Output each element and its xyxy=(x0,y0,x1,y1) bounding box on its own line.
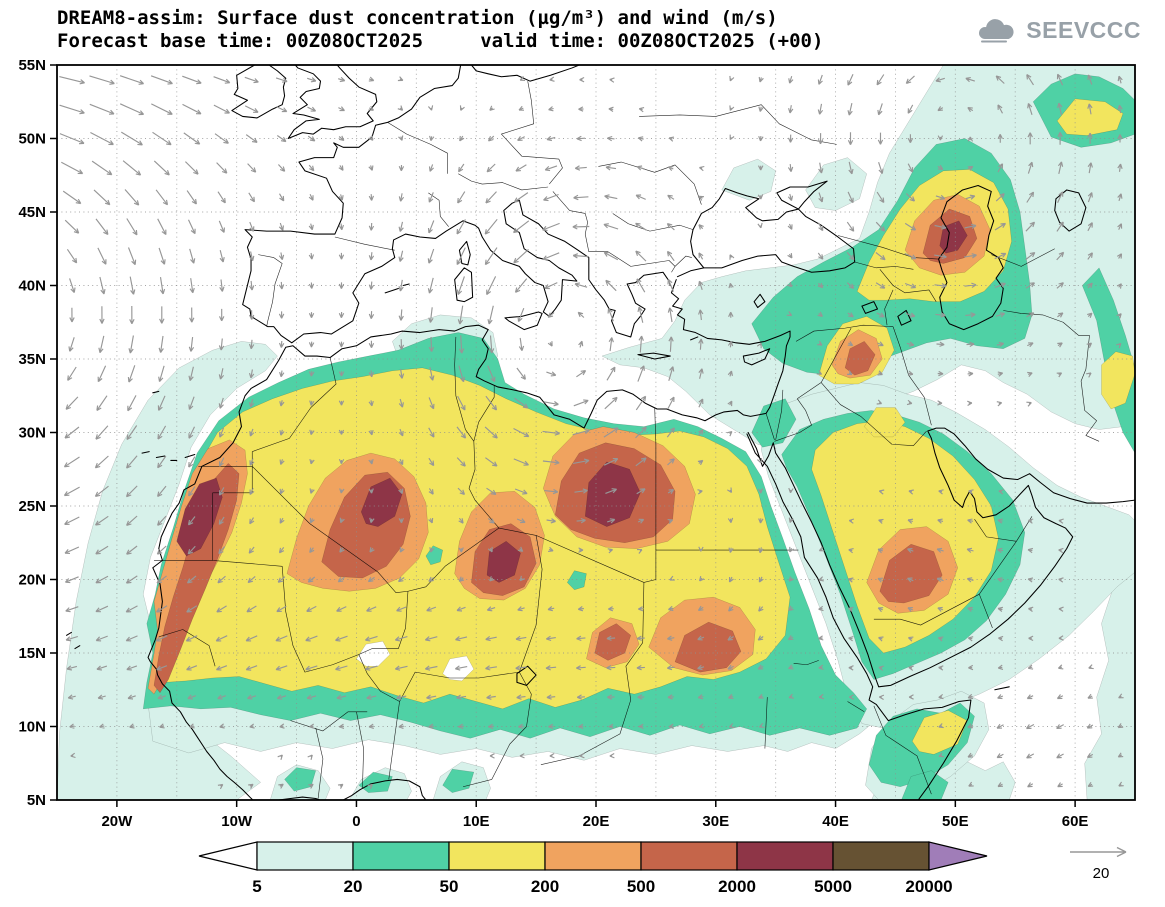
dust-region xyxy=(901,771,948,800)
dust-region xyxy=(752,399,796,448)
cloud-icon xyxy=(979,19,1014,43)
border-lines xyxy=(154,81,1099,798)
x-axis-label: 20E xyxy=(583,813,610,830)
colorbar-cell xyxy=(736,841,834,871)
chart-title: DREAM8-assim: Surface dust concentration… xyxy=(57,7,778,29)
colorbar-cell xyxy=(256,841,354,871)
graticule xyxy=(57,65,1135,800)
y-axis-label: 25N xyxy=(18,498,46,515)
colorbar-cell xyxy=(352,841,450,871)
colorbar-label: 2000 xyxy=(718,877,756,896)
reference-arrow-label: 20 xyxy=(1093,865,1110,882)
dust-region xyxy=(567,571,586,590)
dust-region xyxy=(595,624,631,661)
colorbar-arrow-high xyxy=(928,841,988,871)
y-axis-label: 20N xyxy=(18,572,46,589)
dust-region xyxy=(443,769,474,793)
logo-text: SEEVCCC xyxy=(1026,16,1141,43)
x-axis-label: 10W xyxy=(221,813,253,830)
colorbar-label: 5 xyxy=(252,877,261,896)
coastline-seas-arabia xyxy=(517,181,1135,800)
dust-region xyxy=(285,768,316,792)
dust-region xyxy=(1057,99,1123,136)
y-axis-label: 5N xyxy=(27,792,46,809)
dust-region xyxy=(585,462,640,527)
colorbar-cell xyxy=(448,841,546,871)
colorbar-label: 5000 xyxy=(814,877,852,896)
x-axis-label: 50E xyxy=(942,813,969,830)
colorbar-legend: 5 20 50 200 500 2000 5000 20000 xyxy=(198,841,988,896)
coastline-italy-balkans xyxy=(455,200,704,359)
dust-region xyxy=(864,408,905,437)
colorbar-label: 50 xyxy=(440,877,459,896)
dust-region xyxy=(1101,352,1135,409)
wind-reference: 20 xyxy=(1070,846,1127,882)
y-axis-label: 30N xyxy=(18,425,46,442)
dust-region xyxy=(1085,557,1135,800)
x-axis-label: 0 xyxy=(352,813,360,830)
colorbar-label: 20 xyxy=(344,877,363,896)
dust-region xyxy=(356,641,390,666)
dust-region xyxy=(177,478,223,556)
colorbar-cell xyxy=(832,841,930,871)
chart-subtitle: Forecast base time: 00Z08OCT2025 valid t… xyxy=(57,30,824,52)
y-axis-label: 35N xyxy=(18,351,46,368)
x-axis-label: 30E xyxy=(702,813,729,830)
dust-region xyxy=(912,710,967,754)
wind-arrows xyxy=(59,73,1124,790)
dust-concentration-field xyxy=(57,65,1135,800)
axis-labels: 55N 50N 45N 40N 35N 30N 25N 20N 15N 10N 5N 20W 10W 0 1… xyxy=(18,57,1088,830)
colorbar-cell xyxy=(544,841,642,871)
colorbar-label: 20000 xyxy=(905,877,952,896)
y-axis-label: 55N xyxy=(18,57,46,74)
x-axis-label: 60E xyxy=(1062,813,1089,830)
x-axis-label: 20W xyxy=(101,813,133,830)
seevccc-logo: SEEVCCC xyxy=(973,16,1141,44)
dust-region xyxy=(154,463,239,692)
y-axis-label: 15N xyxy=(18,645,46,662)
coastlines xyxy=(67,65,1135,812)
wind-arrow-field xyxy=(59,73,1124,790)
colorbar-arrow-low xyxy=(198,841,258,871)
dust-region xyxy=(845,341,875,375)
y-axis-label: 40N xyxy=(18,278,46,295)
colorbar-label: 200 xyxy=(531,877,559,896)
map-plot: 55N 50N 45N 40N 35N 30N 25N 20N 15N 10N 5N 20W 10W 0 1… xyxy=(18,57,1136,830)
reference-arrow-icon xyxy=(1070,846,1127,858)
x-axis-label: 10E xyxy=(463,813,490,830)
dust-region xyxy=(880,544,942,603)
colorbar-label: 500 xyxy=(627,877,655,896)
dust-region xyxy=(675,622,741,672)
coastline-atlantic-europe xyxy=(232,65,579,343)
x-axis-label: 40E xyxy=(822,813,849,830)
dust-region xyxy=(487,541,521,582)
colorbar-cell xyxy=(640,841,738,871)
y-axis-label: 50N xyxy=(18,131,46,148)
y-axis-label: 45N xyxy=(18,204,46,221)
y-axis-label: 10N xyxy=(18,719,46,736)
coastline-africa-levant xyxy=(67,280,790,812)
country-borders xyxy=(154,81,1099,798)
